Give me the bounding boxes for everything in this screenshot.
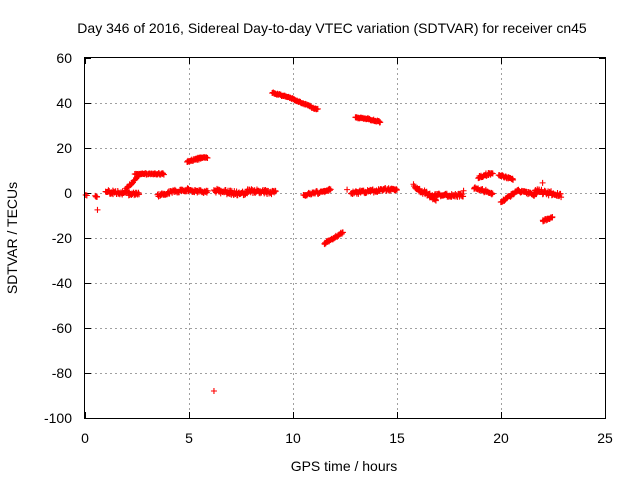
data-point — [326, 187, 333, 194]
x-tick-label: 0 — [81, 430, 89, 446]
y-axis-label: SDTVAR / TECUs — [4, 182, 20, 294]
x-tick-label: 15 — [389, 430, 405, 446]
x-tick-label: 5 — [185, 430, 193, 446]
data-point — [393, 186, 400, 193]
y-tick-label: -20 — [52, 230, 72, 246]
data-point — [393, 186, 400, 193]
data-point — [377, 119, 384, 126]
data-point — [489, 170, 496, 177]
y-tick-label: -60 — [52, 320, 72, 336]
x-axis-label: GPS time / hours — [291, 458, 398, 474]
plot-frame — [84, 57, 606, 419]
data-point — [558, 194, 565, 201]
y-tick-label: 0 — [64, 185, 72, 201]
data-point — [327, 186, 334, 193]
data-point — [460, 187, 467, 194]
data-point — [489, 190, 496, 197]
data-point — [94, 206, 101, 213]
y-tick-label: -40 — [52, 275, 72, 291]
tick-layer: 0 5 10 15 20 25 -100 -80 -60 -40 -20 0 20 40 60 — [44, 50, 613, 446]
grid-layer — [85, 58, 605, 418]
y-tick-label: 60 — [56, 50, 72, 66]
data-marks-layer — [82, 89, 565, 394]
data-point — [510, 176, 517, 183]
data-point — [314, 105, 321, 112]
y-tick-label: 20 — [56, 140, 72, 156]
data-point — [432, 197, 439, 204]
x-tick-label: 25 — [597, 430, 613, 446]
data-point — [210, 388, 217, 394]
data-point — [204, 154, 211, 161]
data-point — [272, 188, 279, 195]
y-tick-label: 40 — [56, 95, 72, 111]
data-point — [344, 186, 351, 193]
data-point — [160, 171, 167, 178]
data-point — [204, 187, 211, 194]
data-point — [539, 179, 546, 186]
data-point — [416, 185, 423, 192]
x-tick-label: 20 — [493, 430, 509, 446]
data-point — [94, 193, 101, 200]
data-point — [339, 229, 346, 236]
data-point — [549, 213, 556, 220]
data-point — [160, 170, 167, 177]
data-point — [460, 193, 467, 200]
y-tick-label: -80 — [52, 365, 72, 381]
data-point — [488, 191, 495, 198]
data-point — [136, 191, 143, 198]
x-tick-label: 10 — [285, 430, 301, 446]
chart-title: Day 346 of 2016, Sidereal Day-to-day VTE… — [77, 20, 587, 36]
y-tick-label: -100 — [44, 410, 72, 426]
